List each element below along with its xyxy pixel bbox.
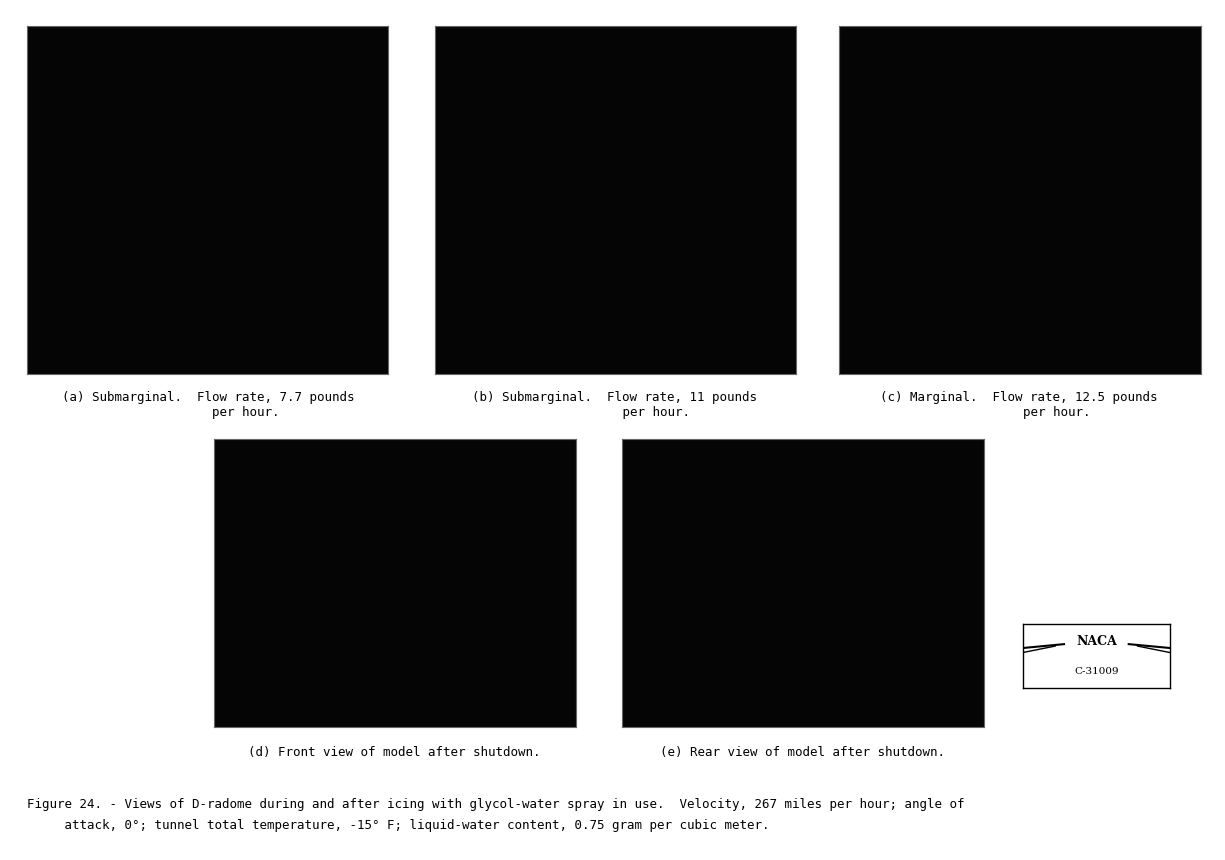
Text: (e) Rear view of model after shutdown.: (e) Rear view of model after shutdown.	[660, 746, 944, 759]
Text: C-31009: C-31009	[1074, 667, 1118, 676]
Text: Figure 24. - Views of D-radome during and after icing with glycol-water spray in: Figure 24. - Views of D-radome during an…	[27, 798, 964, 811]
Text: (b) Submarginal.  Flow rate, 11 pounds
           per hour.: (b) Submarginal. Flow rate, 11 pounds pe…	[473, 391, 757, 420]
Text: attack, 0°; tunnel total temperature, -15° F; liquid-water content, 0.75 gram pe: attack, 0°; tunnel total temperature, -1…	[27, 819, 769, 832]
Text: (a) Submarginal.  Flow rate, 7.7 pounds
          per hour.: (a) Submarginal. Flow rate, 7.7 pounds p…	[62, 391, 354, 420]
Text: (c) Marginal.  Flow rate, 12.5 pounds
          per hour.: (c) Marginal. Flow rate, 12.5 pounds per…	[881, 391, 1158, 420]
Text: NACA: NACA	[1076, 635, 1117, 648]
Text: (d) Front view of model after shutdown.: (d) Front view of model after shutdown.	[249, 746, 540, 759]
